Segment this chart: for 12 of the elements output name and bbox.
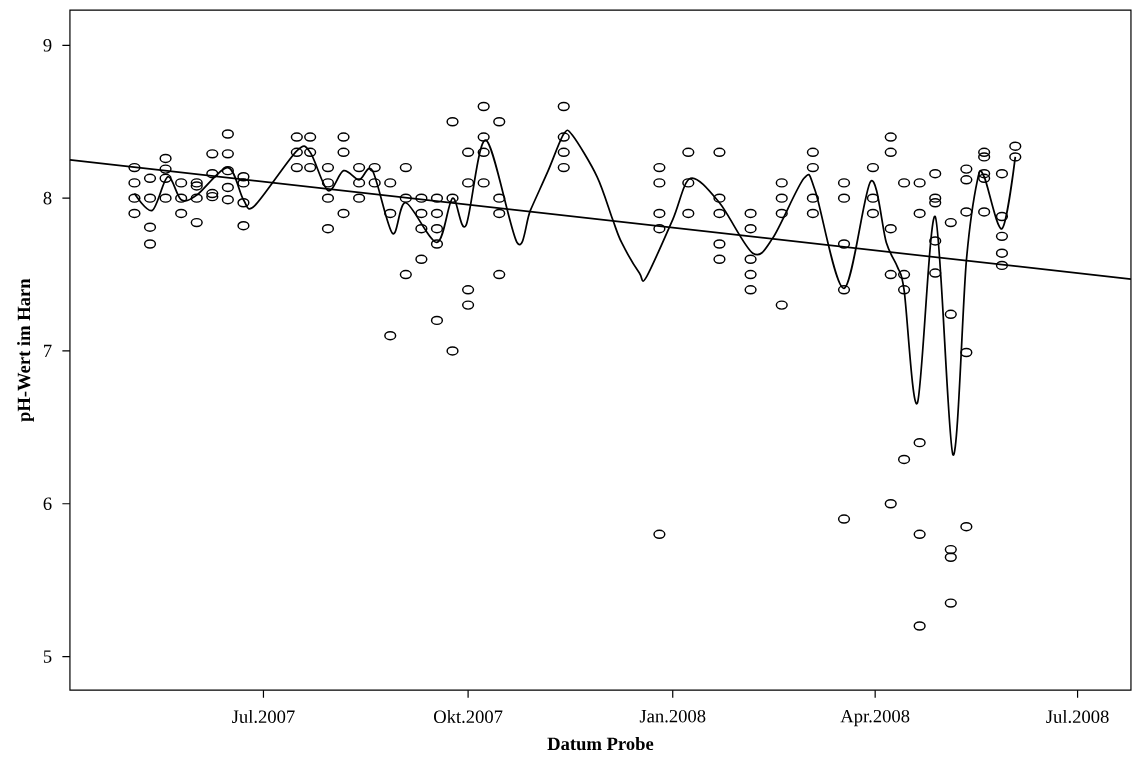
y-tick-label: 6 bbox=[43, 497, 52, 510]
y-tick-label: 9 bbox=[43, 39, 52, 52]
y-tick-label: 8 bbox=[43, 191, 52, 205]
x-tick-label: Jan.2008 bbox=[639, 709, 706, 723]
y-axis-title: pH-Wert im Harn bbox=[17, 278, 34, 422]
y-tick-label: 7 bbox=[44, 344, 52, 357]
x-tick-label: Apr.2008 bbox=[840, 709, 910, 727]
x-tick-label: Jul.2007 bbox=[232, 709, 295, 723]
x-axis-title: Datum Probe bbox=[547, 736, 654, 751]
x-tick-label: Okt.2007 bbox=[434, 709, 503, 723]
x-tick-label: Jul.2008 bbox=[1046, 709, 1109, 723]
y-tick-label: 5 bbox=[43, 650, 52, 663]
